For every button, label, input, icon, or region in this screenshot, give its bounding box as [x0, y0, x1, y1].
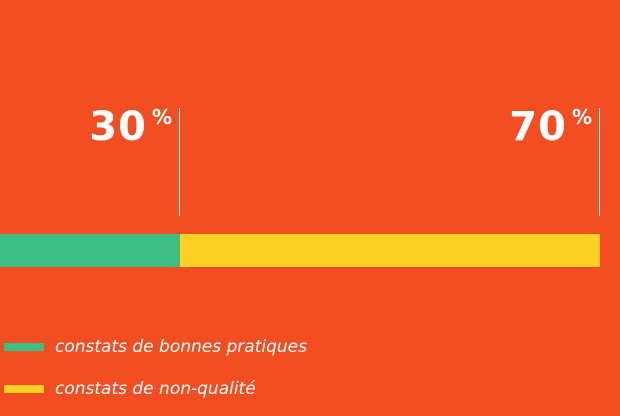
legend-item-1: constats de bonnes pratiques — [0, 332, 307, 362]
value-label-1: 30% — [89, 103, 172, 151]
legend: constats de bonnes pratiques constats de … — [0, 332, 307, 416]
value-label-number: 70 — [509, 104, 567, 150]
legend-swatch — [4, 343, 44, 351]
value-marker-line-1 — [179, 108, 180, 216]
value-label-unit: % — [151, 105, 172, 129]
bar-segment-2 — [180, 234, 600, 267]
value-marker-line-2 — [599, 108, 600, 216]
legend-label: constats de non-qualité — [55, 379, 256, 399]
value-label-number: 30 — [89, 104, 147, 150]
value-label-2: 70% — [509, 103, 592, 151]
legend-label: constats de bonnes pratiques — [55, 337, 307, 357]
legend-swatch — [4, 385, 44, 393]
value-label-unit: % — [571, 105, 592, 129]
legend-item-2: constats de non-qualité — [0, 374, 307, 404]
stacked-bar — [0, 234, 600, 267]
bar-segment-1 — [0, 234, 180, 267]
